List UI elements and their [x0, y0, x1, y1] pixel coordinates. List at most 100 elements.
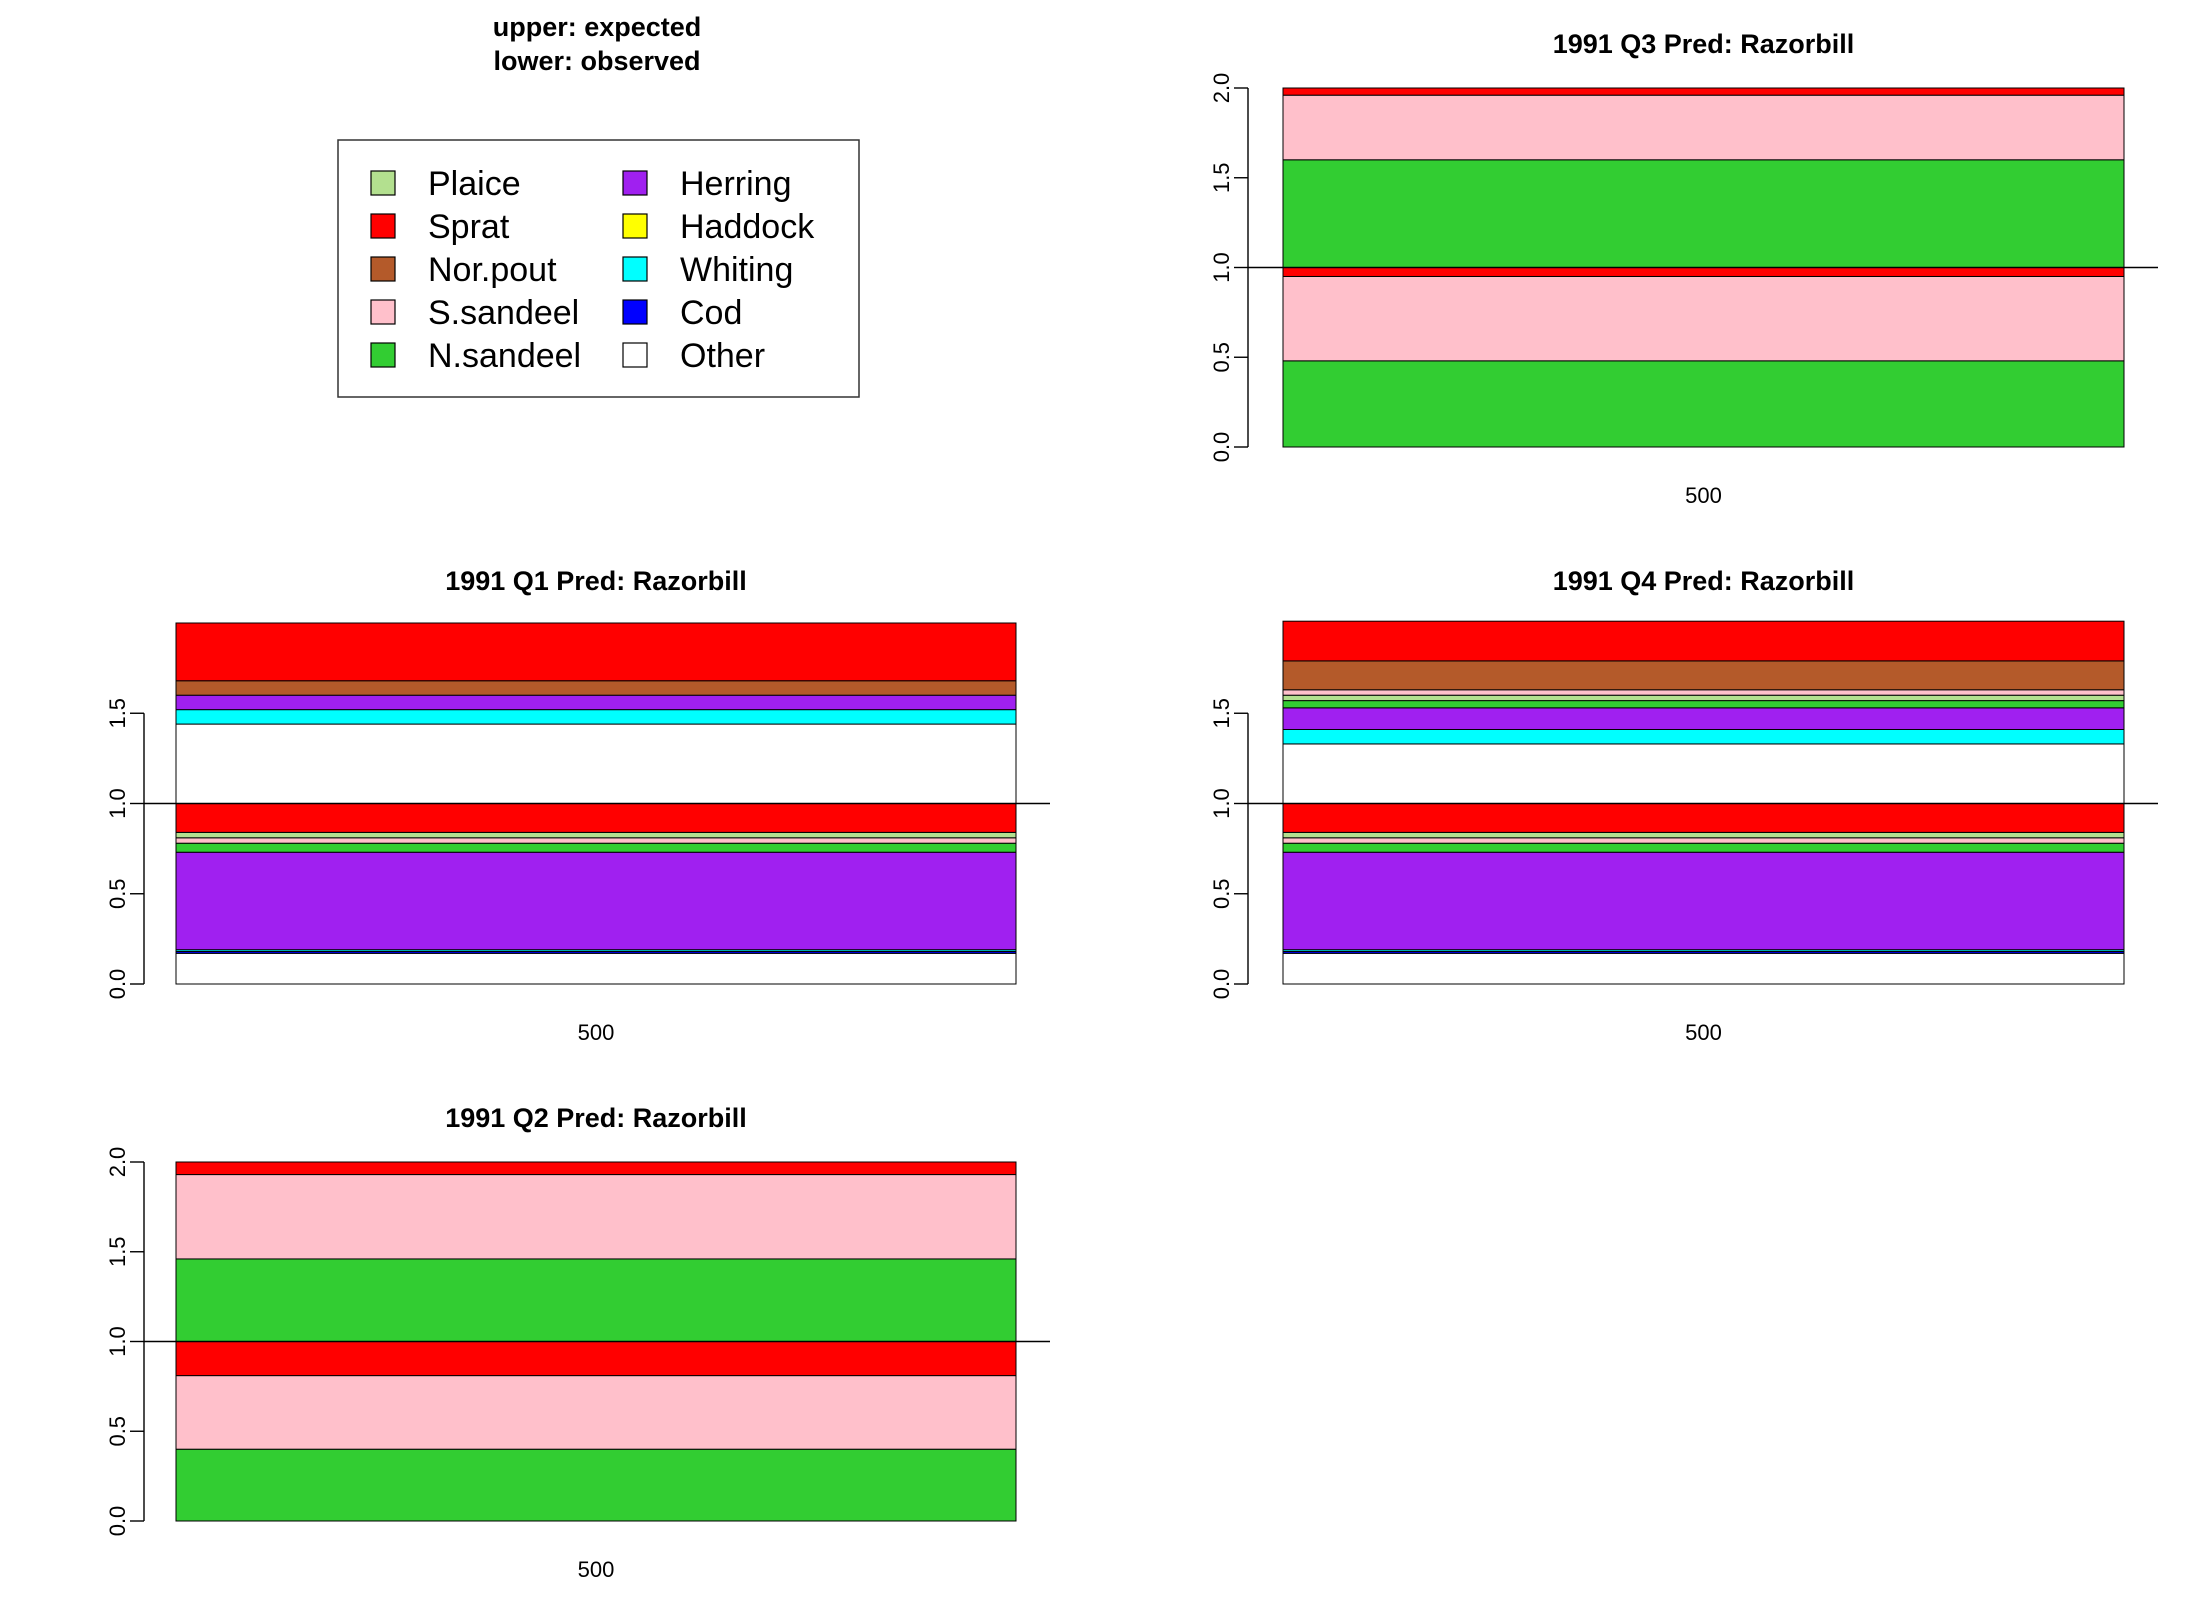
observed-segment-other — [175, 952, 1017, 985]
expected-segment-s-sandeel — [1282, 94, 2125, 161]
y-tick-label: 0.5 — [105, 878, 130, 909]
panel-title: 1991 Q1 Pred: Razorbill — [445, 566, 747, 596]
expected-segment-sprat — [1282, 87, 2125, 96]
legend-swatch-s-sandeel — [370, 299, 396, 325]
expected-segment-s-sandeel — [175, 1174, 1017, 1260]
legend-item-nor-pout: Nor.pout — [370, 251, 557, 289]
legend-item-whiting: Whiting — [622, 251, 793, 289]
y-tick-label: 1.0 — [1209, 788, 1234, 819]
observed-segment-s-sandeel — [175, 1375, 1017, 1450]
legend-label-other: Other — [680, 337, 765, 375]
legend: upper: expected lower: observed Plaice Sp… — [337, 12, 860, 398]
y-tick-label: 1.0 — [105, 1326, 130, 1357]
x-category-label: 500 — [578, 1020, 615, 1045]
legend-label-plaice: Plaice — [428, 165, 521, 203]
observed-segment-other — [1282, 952, 2125, 985]
legend-label-cod: Cod — [680, 294, 742, 332]
expected-segment-nor-pout — [1282, 660, 2125, 691]
y-tick-label: 1.5 — [105, 1236, 130, 1267]
legend-swatch-cod — [622, 299, 648, 325]
panel-title: 1991 Q3 Pred: Razorbill — [1553, 29, 1855, 59]
x-category-label: 500 — [578, 1557, 615, 1582]
panel-title: 1991 Q4 Pred: Razorbill — [1553, 566, 1855, 596]
y-tick-label: 0.5 — [1209, 342, 1234, 373]
legend-label-n-sandeel: N.sandeel — [428, 337, 581, 375]
expected-segment-whiting — [175, 709, 1017, 725]
observed-segment-sprat — [1282, 803, 2125, 833]
legend-item-sprat: Sprat — [370, 208, 510, 246]
y-tick-label: 0.0 — [1209, 969, 1234, 1000]
legend-swatch-plaice — [370, 170, 396, 196]
y-tick-label: 1.0 — [105, 788, 130, 819]
expected-segment-sprat — [175, 1161, 1017, 1176]
expected-segment-s-sandeel — [1282, 689, 2125, 696]
observed-segment-sprat — [175, 1341, 1017, 1377]
observed-segment-sprat — [1282, 267, 2125, 277]
legend-swatch-other — [622, 342, 648, 368]
legend-label-sprat: Sprat — [428, 208, 510, 246]
observed-segment-s-sandeel — [1282, 837, 2125, 844]
y-tick-label: 1.5 — [1209, 698, 1234, 729]
chart-panel-3: 1991 Q4 Pred: Razorbill 0.0 0.5 1.0 1.5 500 — [1209, 566, 2158, 1045]
chart-panels: 1991 Q3 Pred: Razorbill 0.0 0.5 1.0 1.5 2.0 50… — [105, 29, 2158, 1582]
legend-item-n-sandeel: N.sandeel — [370, 337, 581, 375]
chart-panel-1: 1991 Q3 Pred: Razorbill 0.0 0.5 1.0 1.5 2.0 50… — [1209, 29, 2158, 508]
legend-label-whiting: Whiting — [680, 251, 793, 289]
expected-segment-n-sandeel — [1282, 700, 2125, 709]
legend-label-haddock: Haddock — [680, 208, 815, 246]
y-tick-label: 2.0 — [1209, 73, 1234, 104]
legend-swatch-whiting — [622, 256, 648, 282]
legend-box — [337, 139, 860, 398]
legend-swatch-n-sandeel — [370, 342, 396, 368]
legend-item-s-sandeel: S.sandeel — [370, 294, 579, 332]
y-tick-label: 1.5 — [105, 698, 130, 729]
expected-segment-herring — [175, 694, 1017, 711]
legend-item-haddock: Haddock — [622, 208, 815, 246]
expected-segment-nor-pout — [175, 680, 1017, 696]
observed-segment-sprat — [175, 803, 1017, 833]
observed-segment-plaice — [1282, 831, 2125, 839]
y-tick-label: 1.0 — [1209, 252, 1234, 283]
x-category-label: 500 — [1685, 483, 1722, 508]
legend-label-herring: Herring — [680, 165, 791, 203]
panel-title: 1991 Q2 Pred: Razorbill — [445, 1103, 747, 1133]
expected-segment-whiting — [1282, 728, 2125, 745]
legend-label-nor-pout: Nor.pout — [428, 251, 557, 289]
legend-swatch-haddock — [622, 213, 648, 239]
expected-segment-n-sandeel — [1282, 159, 2125, 268]
chart-panel-2: 1991 Q1 Pred: Razorbill 0.0 0.5 1.0 1.5 500 — [105, 566, 1050, 1045]
expected-segment-n-sandeel — [175, 1258, 1017, 1343]
legend-items: Plaice Sprat Nor.pout S.sandeel N.sandeel Her… — [370, 165, 815, 375]
y-tick-label: 0.5 — [1209, 878, 1234, 909]
observed-segment-herring — [1282, 851, 2125, 951]
legend-item-herring: Herring — [622, 165, 791, 203]
legend-item-other: Other — [622, 337, 765, 375]
legend-label-s-sandeel: S.sandeel — [428, 294, 579, 332]
expected-segment-sprat — [1282, 620, 2125, 662]
y-tick-label: 1.5 — [1209, 162, 1234, 193]
legend-item-cod: Cod — [622, 294, 742, 332]
observed-segment-n-sandeel — [175, 842, 1017, 853]
expected-segment-plaice — [1282, 694, 2125, 702]
observed-segment-n-sandeel — [1282, 360, 2125, 448]
observed-segment-s-sandeel — [175, 837, 1017, 844]
y-tick-label: 0.0 — [105, 1506, 130, 1537]
expected-segment-other — [175, 723, 1017, 805]
legend-heading-lower: lower: observed — [493, 46, 700, 76]
observed-segment-s-sandeel — [1282, 275, 2125, 362]
observed-segment-n-sandeel — [1282, 842, 2125, 853]
expected-segment-sprat — [175, 622, 1017, 682]
observed-segment-plaice — [175, 831, 1017, 839]
chart-panel-4: 1991 Q2 Pred: Razorbill 0.0 0.5 1.0 1.5 2.0 50… — [105, 1103, 1050, 1582]
expected-segment-other — [1282, 743, 2125, 804]
y-tick-label: 2.0 — [105, 1147, 130, 1178]
legend-swatch-herring — [622, 170, 648, 196]
y-tick-label: 0.0 — [105, 969, 130, 1000]
observed-segment-herring — [175, 851, 1017, 951]
x-category-label: 500 — [1685, 1020, 1722, 1045]
y-tick-label: 0.5 — [105, 1416, 130, 1447]
legend-item-plaice: Plaice — [370, 165, 521, 203]
expected-segment-herring — [1282, 707, 2125, 730]
legend-heading-upper: upper: expected — [493, 12, 702, 42]
